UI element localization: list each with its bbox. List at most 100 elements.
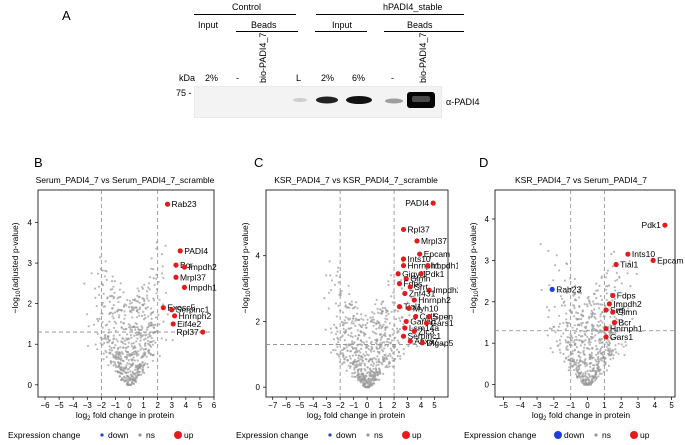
chart-b-ns-point xyxy=(127,359,130,362)
chart-d-ns-point xyxy=(577,355,580,358)
chart-d-ns-point xyxy=(566,348,570,351)
group-label-hpadi4: hPADI4_stable xyxy=(383,2,443,12)
chart-b-ns-point xyxy=(140,373,143,376)
chart-c-ns-point xyxy=(356,329,360,332)
chart-c-ns-point xyxy=(381,341,384,344)
chart-b-ns-point xyxy=(121,377,124,380)
chart-c-ns-point xyxy=(341,311,345,314)
chart-d-ns-point xyxy=(578,334,581,337)
chart-c-ns-point xyxy=(387,354,390,357)
chart-b-ns-point xyxy=(146,328,149,331)
chart-c-ns-point xyxy=(367,348,370,351)
chart-b-ns-point xyxy=(152,326,155,329)
chart-d-ns-point xyxy=(569,369,572,372)
chart-c-ns-point xyxy=(375,361,378,364)
chart-d-ns-point xyxy=(552,279,555,282)
chart-d-ns-point xyxy=(600,372,603,375)
chart-b-ns-point xyxy=(129,324,132,327)
chart-d-ns-point xyxy=(580,286,583,289)
chart-d-ns-point xyxy=(595,376,598,379)
chart-b-ytick-label: 0 xyxy=(28,381,33,390)
chart-d-ns-point xyxy=(567,322,570,325)
chart-c-ns-point xyxy=(397,350,400,354)
chart-b-ns-point xyxy=(138,308,141,311)
chart-b-ns-point xyxy=(140,314,144,318)
chart-b-ns-point xyxy=(136,337,139,340)
chart-c-ns-point xyxy=(386,318,389,321)
chart-c-point-spen xyxy=(426,313,432,320)
chart-b-ns-point xyxy=(144,344,147,347)
chart-d-ns-point xyxy=(623,353,626,357)
chart-d-ns-point xyxy=(611,331,615,334)
chart-b-legend-ns: ns xyxy=(146,430,155,440)
chart-d-ns-point xyxy=(628,260,631,263)
chart-d-ns-point xyxy=(593,316,596,319)
chart-b-ns-point xyxy=(110,280,114,283)
chart-b-ns-point xyxy=(133,298,136,301)
chart-d-label-glmn: Glmn xyxy=(617,307,638,317)
chart-b-ns-point xyxy=(129,383,132,386)
chart-d-ns-point xyxy=(558,348,561,351)
chart-c-ns-point xyxy=(396,310,400,313)
chart-d-ns-point xyxy=(573,363,576,366)
chart-d-ns-point xyxy=(592,356,595,359)
chart-b-xtick-label: −2 xyxy=(97,401,107,410)
chart-d-ns-point xyxy=(614,331,617,335)
chart-d-ns-point xyxy=(598,360,601,363)
chart-c-ns-point xyxy=(374,303,377,306)
chart-d-ns-point xyxy=(605,272,608,275)
chart-c-ns-point xyxy=(388,365,391,368)
chart-c-ns-point xyxy=(349,334,352,338)
chart-b-ns-point xyxy=(119,368,122,371)
chart-d-ns-point xyxy=(613,286,616,289)
chart-b-ns-point xyxy=(130,301,133,304)
chart-b-ns-point xyxy=(118,314,121,317)
chart-d-ns-point xyxy=(631,317,634,320)
chart-d-ns-point xyxy=(575,299,578,302)
chart-c-ns-point xyxy=(378,378,381,381)
chart-c-ns-point xyxy=(381,356,384,359)
chart-b-ns-point xyxy=(155,273,158,276)
chart-d-label-rab23: Rab23 xyxy=(556,284,581,294)
chart-c-ns-point xyxy=(361,340,364,344)
chart-d-ns-point xyxy=(600,359,603,362)
lane-hpadi4-input-2pct: 2% xyxy=(321,73,335,83)
chart-d-ns-point xyxy=(585,362,588,365)
chart-c-ns-point xyxy=(364,379,367,382)
chart-c-ns-point xyxy=(375,340,379,343)
chart-c-label-padi4: PADI4 xyxy=(405,198,429,208)
chart-c-ns-point xyxy=(347,284,350,287)
chart-b-label-exosc5: Exosc5 xyxy=(167,303,195,313)
chart-b-ns-point xyxy=(119,366,123,369)
chart-d-ns-point xyxy=(573,338,576,342)
chart-c-label-lsm14a: Lsm14a xyxy=(409,323,440,333)
chart-b-ns-point xyxy=(122,342,125,345)
chart-c-ns-point xyxy=(348,306,351,309)
chart-c-ns-point xyxy=(376,311,380,314)
chart-b-ns-point xyxy=(124,343,127,346)
chart-d-ns-point xyxy=(556,344,559,348)
chart-b-ns-point xyxy=(113,361,117,364)
chart-b-ns-point xyxy=(138,343,141,346)
chart-c-ns-point xyxy=(389,347,392,350)
chart-c-ns-point xyxy=(351,303,354,306)
chart-c-ns-point xyxy=(335,326,338,329)
chart-b-ns-point xyxy=(136,359,139,362)
chart-c-ns-point xyxy=(360,317,363,320)
chart-b-legend-swatch-up xyxy=(174,431,182,439)
chart-d-ns-point xyxy=(597,331,600,335)
chart-d-ns-point xyxy=(577,318,581,321)
chart-b-ns-point xyxy=(123,317,126,320)
chart-b-ns-point xyxy=(108,351,111,355)
chart-d-ns-point xyxy=(569,341,572,344)
chart-d-ns-point xyxy=(587,341,590,344)
chart-c-ns-point xyxy=(359,343,362,346)
chart-b-ns-point xyxy=(171,339,174,342)
chart-b-ns-point xyxy=(143,353,147,356)
chart-c-point-lsm14a xyxy=(402,325,408,331)
chart-d-legend-swatch-up xyxy=(630,431,638,439)
chart-c-ns-point xyxy=(371,330,374,333)
chart-d-ns-point xyxy=(588,299,591,302)
chart-d-ns-point xyxy=(611,348,614,352)
chart-b-ns-point xyxy=(157,280,160,284)
